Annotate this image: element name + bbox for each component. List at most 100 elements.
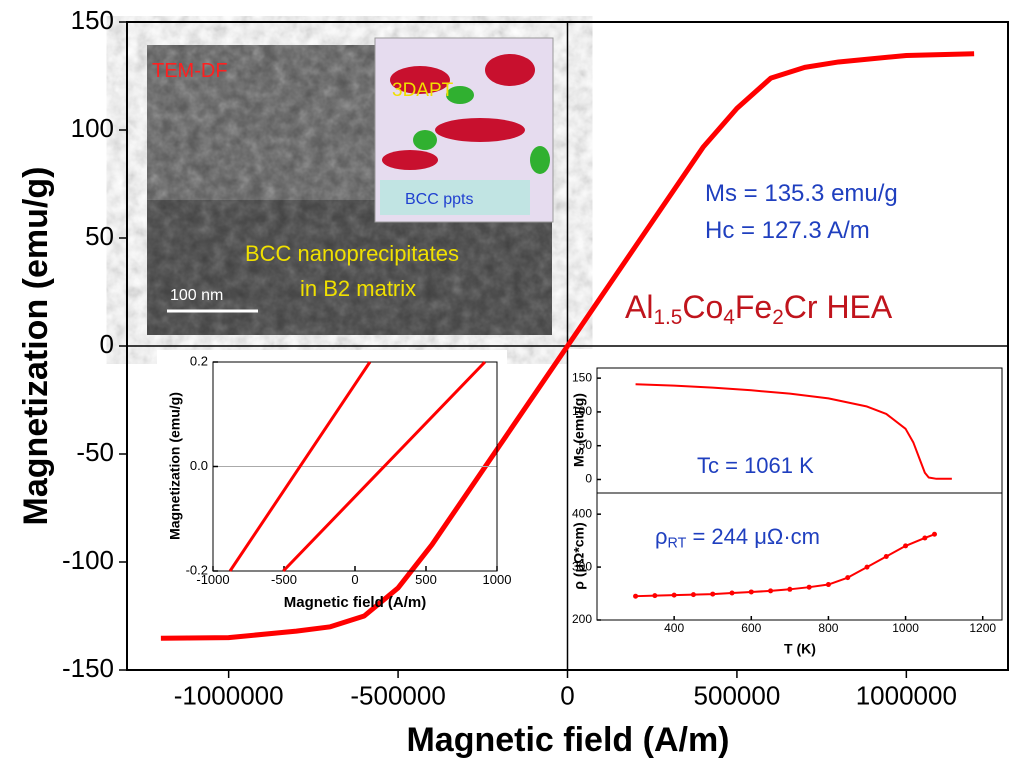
data-point <box>652 593 658 599</box>
x-tick-label: 1000000 <box>856 680 957 710</box>
x-tick-label: -500000 <box>350 680 445 710</box>
annotation: Hc = 127.3 A/m <box>705 217 870 244</box>
apt-blob <box>382 150 438 170</box>
y-axis-label: Ms (emu/g) <box>571 393 587 467</box>
data-point <box>806 584 812 590</box>
y-tick-label: 150 <box>71 5 114 35</box>
x-axis-label: Magnetic field (A/m) <box>406 721 729 759</box>
y-axis-label: Magnetization (emu/g) <box>167 392 183 540</box>
apt-blob <box>413 130 437 150</box>
data-line <box>635 383 952 480</box>
y-tick-label: 100 <box>572 404 592 418</box>
x-axis-label: Magnetic field (A/m) <box>284 594 427 611</box>
x-tick-label: -1000 <box>196 572 229 587</box>
y-tick-label: 300 <box>572 559 592 573</box>
data-point <box>845 575 851 581</box>
y-tick-label: -150 <box>62 653 114 683</box>
x-tick-label: 0 <box>560 680 574 710</box>
annotation-part: Cr HEA <box>784 289 893 325</box>
apt-blob <box>485 54 535 86</box>
inset-background <box>157 350 507 612</box>
annotation-part: 4 <box>723 306 735 329</box>
x-tick-label: 800 <box>818 621 838 635</box>
data-point <box>787 586 793 592</box>
data-point <box>903 543 909 549</box>
annotation-part: ρ <box>655 524 668 549</box>
annotation: 3DAPT <box>392 80 454 101</box>
x-tick-label: 0 <box>351 572 358 587</box>
y-axis-label: ρ (μΩ*cm) <box>571 522 587 589</box>
data-point <box>633 593 639 599</box>
data-point <box>710 591 716 597</box>
annotation-part: Tc = 1061 K <box>697 453 814 478</box>
x-tick-label: -1000000 <box>174 680 284 710</box>
data-line <box>228 361 372 572</box>
axes-frame <box>596 492 1003 621</box>
x-tick-label: 600 <box>741 621 761 635</box>
data-line <box>282 360 487 573</box>
data-point <box>729 590 735 596</box>
data-point <box>768 588 774 594</box>
annotation: Ms = 135.3 emu/g <box>705 180 898 207</box>
annotation: Al1.5Co4Fe2Cr HEA <box>625 289 893 328</box>
x-tick-label: 1000 <box>892 621 919 635</box>
annotation-part: Al <box>625 289 653 325</box>
tem-image <box>147 37 554 335</box>
y-tick-label: 50 <box>85 221 114 251</box>
annotation-part: in B2 matrix <box>300 276 416 301</box>
annotation: 100 nm <box>170 287 223 304</box>
x-tick-label: 1000 <box>483 572 512 587</box>
annotation: ρRT = 244 μΩ·cm <box>655 524 820 551</box>
apt-slab <box>380 180 530 215</box>
annotation: TEM-DF <box>152 60 228 82</box>
apt-blob <box>390 66 450 94</box>
annotation-part: Fe <box>735 289 772 325</box>
annotation: in B2 matrix <box>300 276 416 301</box>
data-point <box>883 554 889 559</box>
annotation-part: Ms = 135.3 emu/g <box>705 180 898 207</box>
x-tick-label: 400 <box>664 621 684 635</box>
inset-background <box>568 349 1007 667</box>
y-tick-label: 200 <box>572 612 592 626</box>
x-tick-label: 1200 <box>969 621 996 635</box>
annotation-part: 1.5 <box>653 306 682 329</box>
y-tick-label: 0.0 <box>190 458 208 473</box>
annotation-part: Co <box>682 289 723 325</box>
y-tick-label: -0.2 <box>186 562 208 577</box>
annotation-part: BCC ppts <box>405 191 473 208</box>
annotation: BCC ppts <box>405 191 473 208</box>
annotation-part: TEM-DF <box>152 60 228 82</box>
annotation: Tc = 1061 K <box>697 453 814 478</box>
data-point <box>825 582 831 588</box>
y-tick-label: 400 <box>572 506 592 520</box>
data-point <box>922 535 928 541</box>
annotation-part: 2 <box>772 306 784 329</box>
x-tick-label: 500000 <box>694 680 781 710</box>
data-point <box>748 589 754 595</box>
data-point <box>690 592 696 598</box>
axes-frame <box>212 361 498 572</box>
y-axis-label: Magnetization (emu/g) <box>17 167 55 526</box>
apt-blob <box>530 146 550 174</box>
annotation-part: 3DAPT <box>392 80 454 101</box>
y-tick-label: 0.2 <box>190 353 208 368</box>
y-tick-label: 150 <box>572 370 592 384</box>
data-point <box>864 564 870 570</box>
data-line <box>160 51 975 641</box>
annotation-part: BCC nanoprecipitates <box>245 241 459 266</box>
data-point <box>671 592 677 598</box>
x-tick-label: -500 <box>271 572 297 587</box>
annotation-part: 100 nm <box>170 287 223 304</box>
annotation-part: Hc = 127.3 A/m <box>705 217 870 244</box>
x-axis-label: T (K) <box>784 641 816 657</box>
x-tick-label: 500 <box>415 572 437 587</box>
y-tick-label: -100 <box>62 545 114 575</box>
y-tick-label: 50 <box>579 438 593 452</box>
apt-blob <box>435 118 525 142</box>
data-point <box>932 531 937 537</box>
y-tick-label: 0 <box>585 472 592 486</box>
annotation-part: = 244 μΩ·cm <box>686 524 820 549</box>
annotation-part: RT <box>668 535 687 551</box>
y-tick-label: -50 <box>76 437 114 467</box>
